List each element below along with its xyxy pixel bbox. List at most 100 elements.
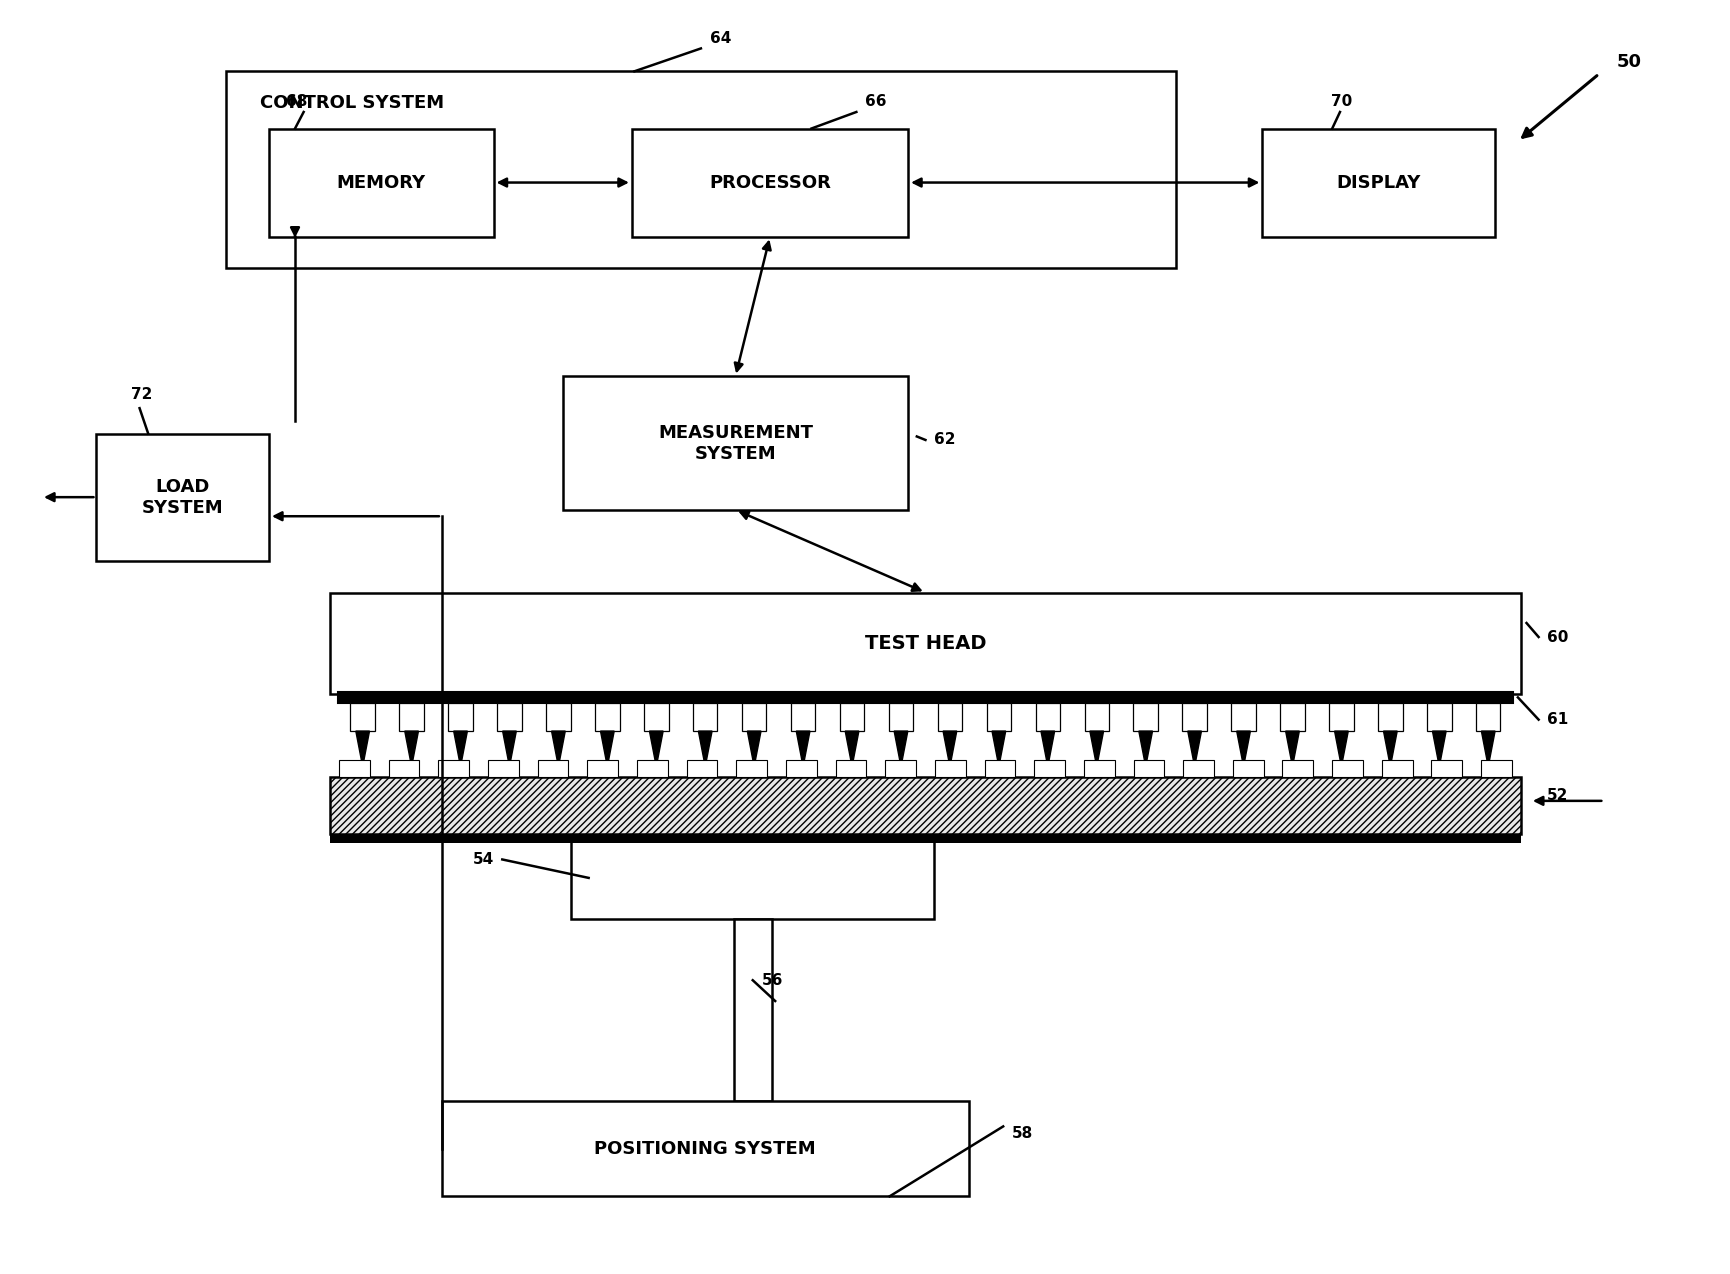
- Polygon shape: [552, 731, 566, 767]
- Bar: [737, 761, 766, 777]
- Polygon shape: [503, 731, 516, 767]
- Bar: [1263, 129, 1495, 237]
- Text: DISPLAY: DISPLAY: [1337, 173, 1420, 191]
- Bar: [329, 834, 1521, 843]
- Bar: [742, 703, 766, 731]
- Polygon shape: [649, 731, 663, 767]
- Polygon shape: [1384, 731, 1398, 767]
- Bar: [441, 1101, 969, 1196]
- Bar: [339, 761, 370, 777]
- Bar: [438, 761, 469, 777]
- Bar: [637, 761, 668, 777]
- Bar: [734, 920, 772, 1101]
- Bar: [1182, 703, 1208, 731]
- Bar: [1085, 761, 1114, 777]
- Text: 70: 70: [1332, 94, 1353, 110]
- Bar: [785, 761, 817, 777]
- Bar: [1280, 703, 1304, 731]
- Text: CONTROL SYSTEM: CONTROL SYSTEM: [261, 94, 445, 112]
- Text: 66: 66: [865, 94, 886, 110]
- Bar: [1379, 703, 1403, 731]
- Bar: [227, 71, 1176, 269]
- Bar: [1282, 761, 1313, 777]
- Bar: [329, 592, 1521, 694]
- Text: PROCESSOR: PROCESSOR: [709, 173, 830, 191]
- Text: 72: 72: [131, 387, 152, 401]
- Polygon shape: [1237, 731, 1251, 767]
- Bar: [1036, 703, 1060, 731]
- Bar: [1133, 703, 1157, 731]
- Bar: [631, 129, 908, 237]
- Bar: [1233, 761, 1263, 777]
- Bar: [986, 703, 1010, 731]
- Polygon shape: [846, 731, 858, 767]
- Bar: [389, 761, 419, 777]
- Polygon shape: [943, 731, 957, 767]
- Bar: [329, 777, 1521, 834]
- Polygon shape: [796, 731, 810, 767]
- Polygon shape: [356, 731, 370, 767]
- Text: POSITIONING SYSTEM: POSITIONING SYSTEM: [595, 1140, 817, 1158]
- Bar: [889, 703, 913, 731]
- Bar: [1332, 761, 1363, 777]
- Bar: [1232, 703, 1256, 731]
- Polygon shape: [453, 731, 467, 767]
- Bar: [1183, 761, 1214, 777]
- Bar: [1476, 703, 1500, 731]
- Polygon shape: [1432, 731, 1446, 767]
- Bar: [984, 761, 1016, 777]
- Bar: [938, 703, 962, 731]
- Text: MEASUREMENT
SYSTEM: MEASUREMENT SYSTEM: [657, 424, 813, 462]
- Bar: [351, 703, 375, 731]
- Bar: [497, 703, 522, 731]
- Polygon shape: [1285, 731, 1299, 767]
- Bar: [836, 761, 867, 777]
- Text: 50: 50: [1616, 54, 1642, 71]
- Bar: [886, 761, 915, 777]
- Bar: [571, 837, 934, 920]
- Polygon shape: [747, 731, 761, 767]
- Bar: [562, 376, 908, 510]
- Polygon shape: [1189, 731, 1201, 767]
- Polygon shape: [1090, 731, 1104, 767]
- Bar: [547, 703, 571, 731]
- Text: 52: 52: [1547, 789, 1569, 804]
- Bar: [687, 761, 718, 777]
- Text: 68: 68: [287, 94, 308, 110]
- Bar: [1085, 703, 1109, 731]
- Bar: [839, 703, 865, 731]
- Polygon shape: [991, 731, 1005, 767]
- Bar: [791, 703, 815, 731]
- Polygon shape: [894, 731, 908, 767]
- Text: 61: 61: [1547, 712, 1569, 727]
- Bar: [694, 703, 718, 731]
- Text: 64: 64: [709, 31, 730, 46]
- Polygon shape: [699, 731, 713, 767]
- Bar: [1431, 761, 1462, 777]
- Bar: [400, 703, 424, 731]
- Bar: [1329, 703, 1353, 731]
- Bar: [644, 703, 668, 731]
- Bar: [97, 433, 270, 561]
- Bar: [1481, 761, 1512, 777]
- Polygon shape: [1138, 731, 1152, 767]
- Bar: [270, 129, 493, 237]
- Polygon shape: [1481, 731, 1495, 767]
- Text: MEMORY: MEMORY: [337, 173, 426, 191]
- Text: 56: 56: [761, 973, 782, 987]
- Text: 62: 62: [934, 432, 955, 447]
- Bar: [538, 761, 569, 777]
- Polygon shape: [1041, 731, 1055, 767]
- Bar: [1133, 761, 1164, 777]
- Text: 60: 60: [1547, 629, 1569, 645]
- Bar: [934, 761, 965, 777]
- Polygon shape: [600, 731, 614, 767]
- Bar: [337, 692, 1512, 703]
- Polygon shape: [1334, 731, 1348, 767]
- Bar: [488, 761, 519, 777]
- Bar: [1035, 761, 1066, 777]
- Bar: [586, 761, 618, 777]
- Polygon shape: [405, 731, 419, 767]
- Text: 58: 58: [1012, 1126, 1033, 1142]
- Bar: [1382, 761, 1413, 777]
